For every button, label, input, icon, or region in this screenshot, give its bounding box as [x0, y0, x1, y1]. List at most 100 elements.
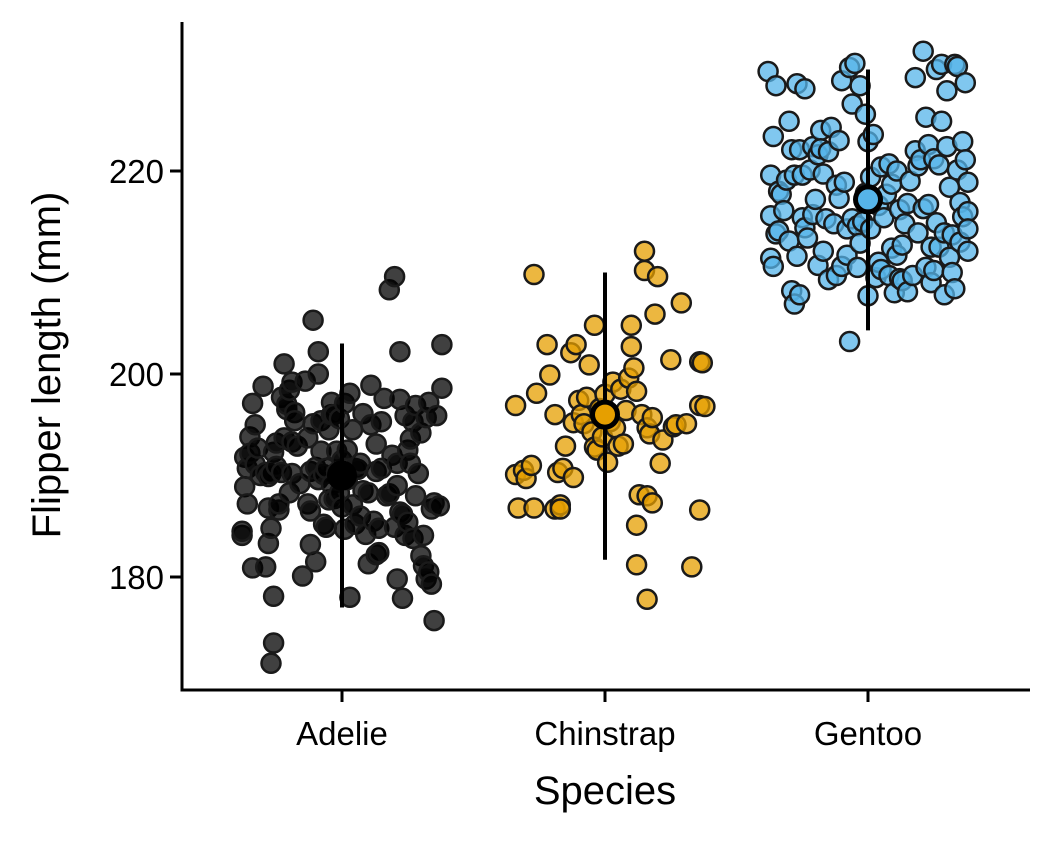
data-point-chinstrap	[620, 335, 643, 358]
data-point-chinstrap	[625, 514, 648, 536]
x-tick-label-chinstrap: Chinstrap	[534, 715, 675, 752]
data-point-adelie	[307, 363, 330, 385]
data-point-gentoo	[788, 284, 811, 306]
data-point-chinstrap	[596, 451, 619, 474]
data-point-chinstrap	[675, 412, 698, 435]
data-point-chinstrap	[562, 466, 585, 489]
data-point-gentoo	[930, 110, 953, 133]
data-point-adelie	[407, 462, 430, 485]
data-point-adelie	[428, 495, 451, 517]
data-point-chinstrap	[523, 263, 545, 286]
data-point-adelie	[262, 632, 285, 654]
mean-point-gentoo	[853, 184, 883, 215]
data-point-chinstrap	[646, 265, 669, 288]
data-point-gentoo	[762, 125, 785, 148]
data-point-gentoo	[838, 330, 861, 353]
data-point-chinstrap	[539, 364, 561, 386]
data-point-adelie	[304, 551, 327, 573]
data-point-chinstrap	[565, 333, 587, 356]
data-point-adelie	[231, 520, 253, 543]
data-point-chinstrap	[544, 403, 566, 426]
data-point-adelie	[241, 392, 264, 415]
data-point-chinstrap	[649, 452, 671, 475]
data-point-gentoo	[957, 171, 979, 193]
data-point-adelie	[412, 524, 435, 547]
data-point-gentoo	[917, 193, 940, 216]
data-point-gentoo	[907, 222, 929, 244]
y-tick-label: 200	[109, 356, 164, 393]
data-point-adelie	[357, 482, 380, 504]
data-point-gentoo	[773, 199, 795, 222]
data-point-gentoo	[923, 259, 945, 282]
data-point-adelie	[252, 375, 274, 397]
data-point-adelie	[254, 556, 277, 578]
mean-point-adelie	[327, 460, 357, 491]
data-point-gentoo	[765, 74, 787, 97]
data-point-adelie	[299, 500, 322, 522]
data-point-chinstrap	[523, 497, 545, 519]
data-point-chinstrap	[660, 349, 682, 371]
data-point-gentoo	[786, 245, 808, 268]
data-point-chinstrap	[578, 354, 600, 376]
data-point-adelie	[423, 609, 445, 632]
x-tick-label-gentoo: Gentoo	[814, 715, 922, 752]
data-point-chinstrap	[536, 333, 558, 356]
data-point-chinstrap	[554, 435, 577, 457]
data-point-chinstrap	[681, 556, 703, 578]
data-point-chinstrap	[688, 499, 711, 521]
data-point-gentoo	[833, 171, 856, 193]
data-point-chinstrap	[520, 454, 543, 477]
data-point-adelie	[370, 410, 393, 433]
data-point-adelie	[260, 652, 282, 675]
data-point-chinstrap	[612, 433, 635, 455]
data-point-gentoo	[854, 103, 877, 125]
data-point-adelie	[273, 353, 295, 375]
data-point-adelie	[420, 573, 443, 595]
data-point-chinstrap	[636, 588, 658, 611]
data-point-gentoo	[762, 255, 785, 278]
data-point-gentoo	[794, 78, 816, 100]
data-point-gentoo	[812, 240, 835, 262]
data-point-adelie	[383, 265, 406, 288]
y-tick-label: 180	[109, 559, 164, 596]
data-point-gentoo	[957, 218, 979, 240]
data-point-chinstrap	[691, 352, 714, 374]
data-points	[231, 40, 979, 675]
data-point-chinstrap	[670, 292, 693, 314]
data-point-adelie	[386, 568, 408, 590]
data-point-gentoo	[846, 256, 869, 279]
data-point-adelie	[431, 333, 453, 356]
data-point-gentoo	[904, 66, 927, 89]
x-tick-label-adelie: Adelie	[296, 715, 388, 752]
y-tick-label: 220	[109, 153, 164, 190]
mean-point-chinstrap	[590, 399, 620, 430]
data-point-chinstrap	[623, 357, 645, 379]
data-point-gentoo	[796, 227, 819, 249]
data-point-adelie	[283, 409, 306, 432]
data-point-chinstrap	[625, 380, 648, 403]
data-point-gentoo	[844, 52, 866, 75]
data-point-gentoo	[951, 130, 974, 153]
data-point-adelie	[315, 516, 337, 539]
x-axis-title: Species	[534, 769, 676, 813]
x-axis-ticks: Adelie Chinstrap Gentoo	[296, 690, 922, 752]
data-point-chinstrap	[641, 492, 664, 514]
y-axis-title: Flipper length (mm)	[25, 192, 69, 539]
data-point-chinstrap	[633, 240, 656, 262]
data-point-adelie	[236, 493, 259, 515]
data-point-adelie	[360, 374, 382, 396]
data-point-adelie	[302, 309, 324, 331]
data-point-gentoo	[778, 110, 800, 133]
data-point-adelie	[260, 517, 282, 540]
data-point-chinstrap	[504, 394, 527, 417]
data-point-adelie	[425, 404, 448, 427]
data-point-adelie	[244, 414, 266, 436]
data-point-adelie	[386, 474, 408, 497]
data-point-chinstrap	[549, 498, 572, 520]
data-point-adelie	[262, 585, 285, 608]
data-point-adelie	[404, 485, 427, 507]
data-point-gentoo	[944, 277, 966, 300]
data-point-adelie	[365, 433, 387, 455]
data-point-gentoo	[954, 71, 977, 94]
